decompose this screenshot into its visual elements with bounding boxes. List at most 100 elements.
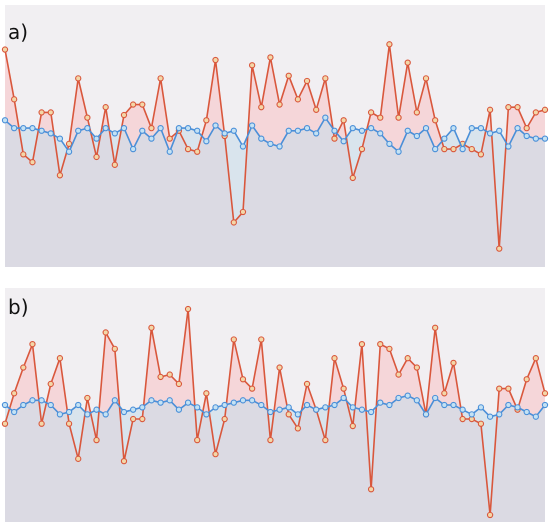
point: [477, 124, 485, 132]
point: [84, 394, 91, 402]
point: [93, 436, 100, 444]
point: [203, 117, 210, 124]
point: [184, 145, 192, 153]
point: [441, 135, 448, 142]
point: [239, 397, 247, 404]
point: [102, 411, 109, 418]
point: [294, 411, 302, 418]
point: [111, 345, 118, 352]
point: [93, 406, 100, 413]
point: [404, 127, 411, 134]
point: [120, 408, 128, 416]
point: [322, 75, 329, 82]
point: [221, 415, 228, 423]
point: [340, 394, 347, 402]
point: [331, 135, 338, 142]
point: [496, 245, 503, 252]
point: [258, 104, 265, 111]
point: [331, 401, 338, 409]
point: [194, 148, 201, 155]
point: [102, 329, 109, 336]
point: [56, 172, 64, 179]
point: [230, 127, 237, 134]
point: [450, 145, 457, 153]
point: [477, 404, 485, 411]
point: [1, 401, 9, 409]
point: [267, 408, 274, 416]
line: [4, 309, 546, 516]
point: [203, 390, 210, 397]
point: [422, 124, 430, 132]
point: [523, 132, 530, 140]
point: [349, 404, 356, 411]
point: [148, 324, 155, 331]
point: [184, 399, 192, 406]
point: [386, 140, 393, 148]
point: [267, 436, 274, 444]
point: [322, 436, 329, 444]
point: [395, 114, 402, 121]
point: [441, 401, 448, 409]
point: [75, 401, 82, 409]
point: [47, 401, 54, 409]
point: [230, 336, 237, 343]
point: [129, 145, 137, 153]
point: [267, 54, 274, 61]
point: [505, 104, 512, 111]
point: [367, 124, 375, 132]
point: [331, 355, 338, 362]
point: [148, 124, 155, 132]
point: [258, 135, 265, 142]
point: [221, 130, 228, 137]
point: [20, 364, 27, 371]
point: [303, 401, 311, 409]
point: [477, 151, 485, 158]
point: [413, 109, 421, 116]
point: [56, 411, 64, 418]
point: [65, 148, 73, 155]
point: [358, 406, 366, 413]
point: [349, 174, 356, 182]
point: [175, 406, 183, 413]
point: [441, 390, 448, 397]
point: [194, 127, 201, 134]
point: [294, 425, 302, 432]
point: [468, 124, 475, 132]
point: [38, 420, 45, 427]
point: [157, 124, 164, 132]
point: [285, 411, 292, 418]
point: [432, 324, 439, 331]
point: [20, 124, 27, 132]
point: [285, 404, 292, 411]
point: [432, 117, 439, 124]
point: [523, 124, 530, 132]
point: [276, 143, 283, 150]
point: [129, 406, 137, 413]
point: [166, 148, 173, 155]
point: [532, 413, 539, 420]
point: [523, 376, 530, 383]
point: [120, 124, 128, 132]
point: [230, 399, 237, 406]
point: [395, 148, 402, 155]
point: [148, 135, 155, 142]
point: [221, 401, 228, 409]
point: [239, 143, 247, 150]
point: [395, 371, 402, 378]
point: [285, 127, 292, 134]
point: [175, 124, 183, 132]
point: [459, 406, 466, 413]
point: [404, 355, 411, 362]
point: [367, 408, 375, 416]
point: [377, 399, 384, 406]
point: [349, 422, 356, 430]
point: [239, 208, 247, 216]
point: [75, 455, 82, 462]
point: [175, 380, 183, 388]
point: [212, 122, 219, 129]
point: [514, 404, 521, 411]
point: [93, 135, 100, 142]
point: [367, 109, 375, 116]
point: [541, 106, 549, 113]
point: [1, 420, 9, 427]
